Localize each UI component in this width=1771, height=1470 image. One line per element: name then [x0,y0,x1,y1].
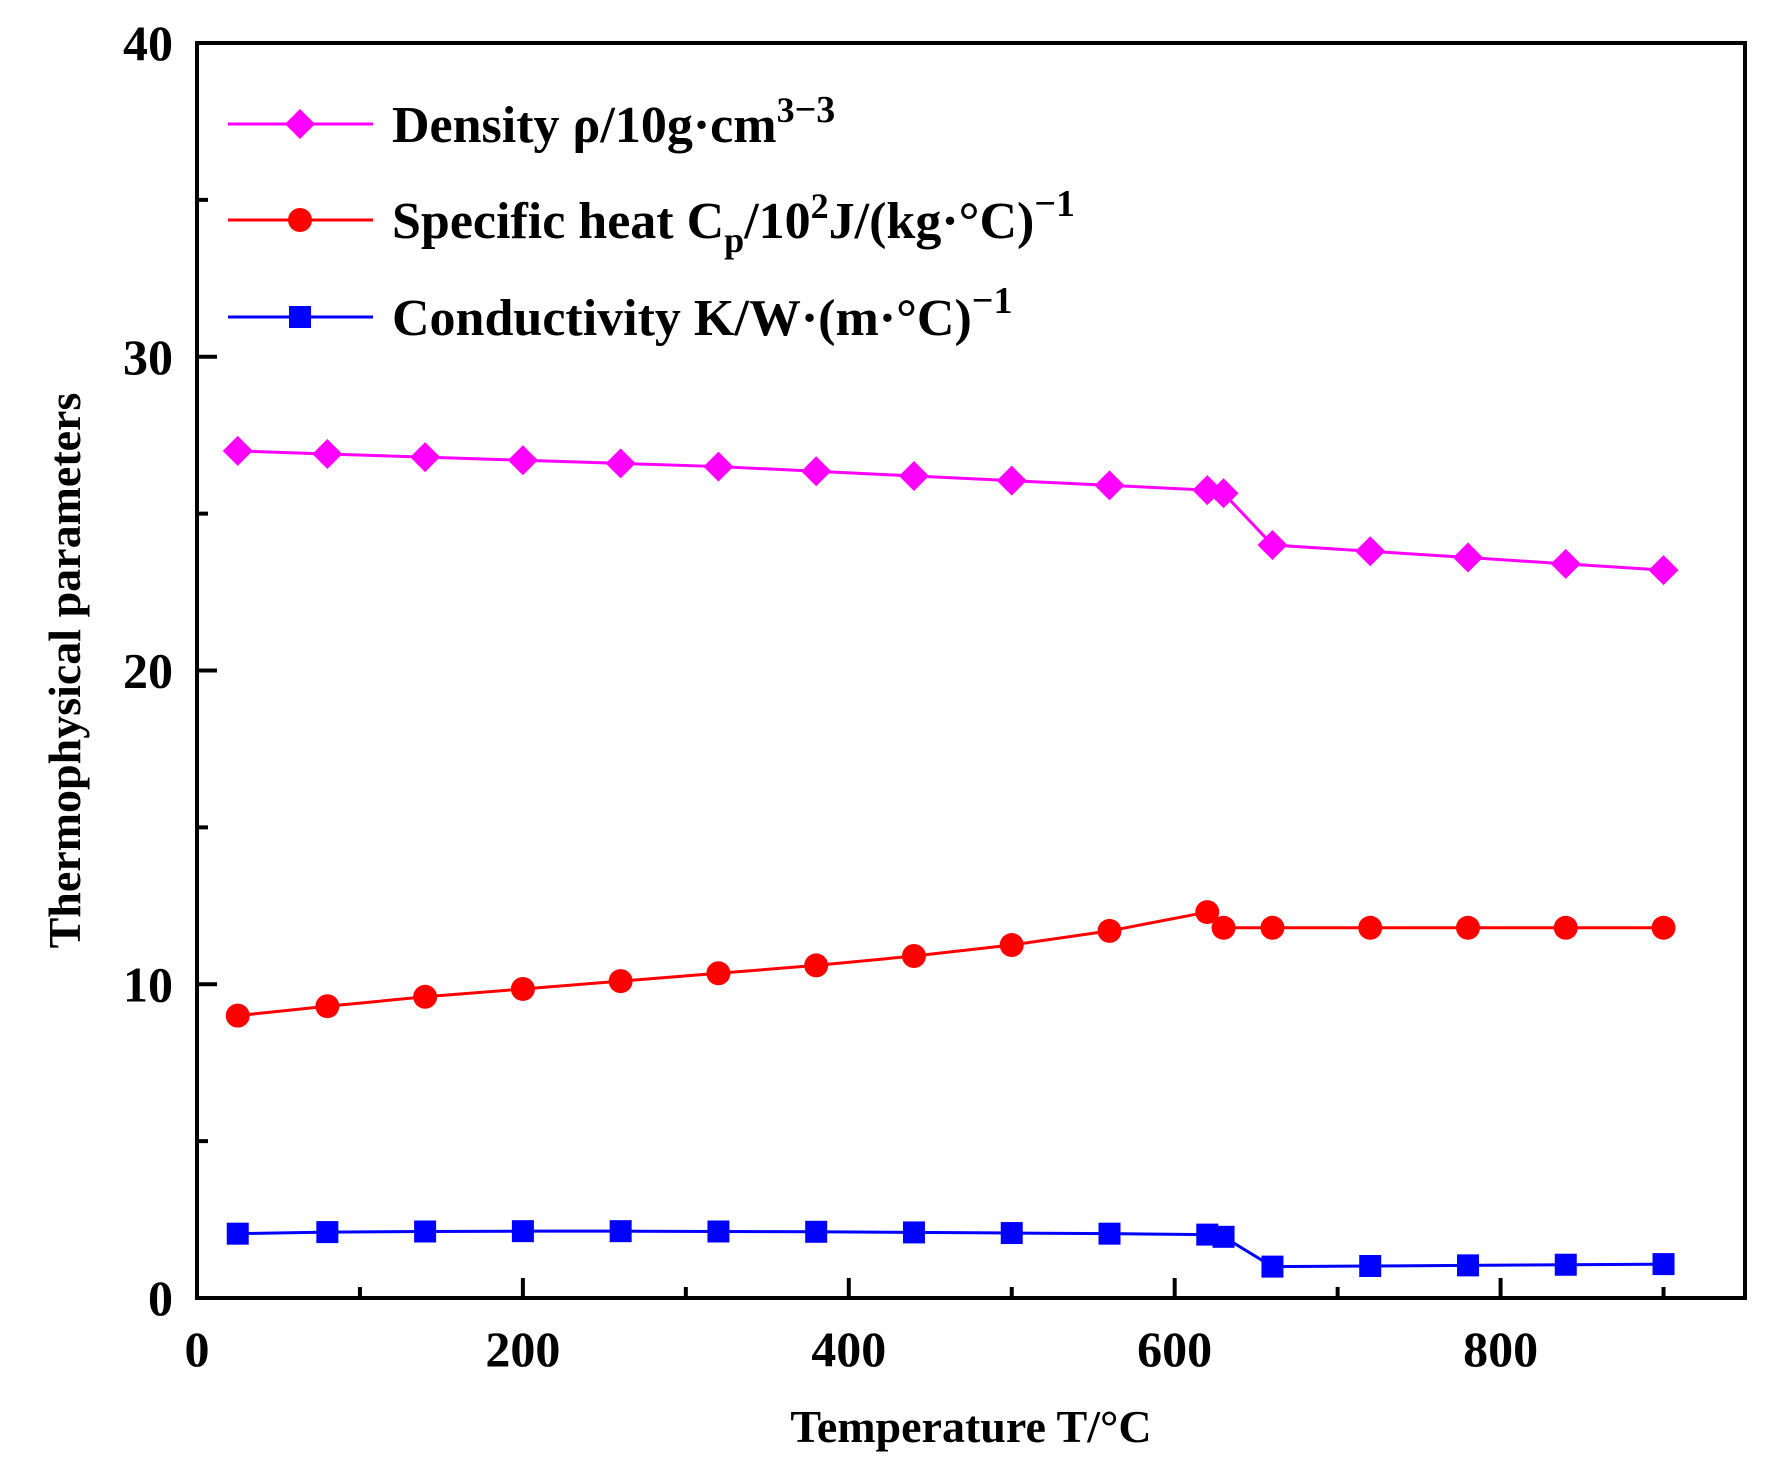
legend-text-main: Density ρ/10 [392,97,667,154]
legend-text-exponent: −1 [972,280,1013,322]
legend-text-mid: /10 [743,193,810,250]
data-point-conductivity [1261,1255,1284,1278]
data-point-specific-heat [706,961,731,986]
legend-text-sup: 2 [811,186,829,226]
data-point-specific-heat [1195,900,1220,925]
legend-label-conductivity: Conductivity K/W·(m·°C)−1 [392,280,1012,347]
data-point-conductivity [902,1221,925,1244]
data-point-conductivity [1456,1254,1479,1277]
legend-label-specific-heat: Specific heat Cp/102J/(kg·°C)−1 [392,183,1075,260]
legend-text-sup: 3 [777,90,795,130]
data-point-conductivity [1212,1225,1235,1248]
series-specific-heat [225,900,1676,1028]
legend-item-conductivity: Conductivity K/W·(m·°C)−1 [228,280,1012,347]
y-tick-label: 40 [123,15,173,71]
y-tick-label: 10 [123,956,173,1012]
data-point-conductivity [707,1220,730,1243]
data-point-conductivity [1098,1222,1121,1245]
data-point-density [222,435,253,466]
data-point-specific-heat [1455,915,1480,940]
legend-text-mid: g·cm [667,97,777,154]
data-point-specific-heat [999,933,1024,958]
series-conductivity [226,1220,1675,1278]
data-point-conductivity [1000,1222,1023,1245]
x-tick-label: 0 [185,1321,210,1377]
data-point-conductivity [1554,1253,1577,1276]
data-point-density [996,465,1027,496]
data-point-conductivity [511,1220,534,1243]
legend-text-exponent: −3 [795,89,836,131]
data-point-conductivity [1652,1253,1675,1276]
data-point-conductivity [226,1222,249,1245]
data-point-specific-heat [1260,915,1285,940]
x-tick-label: 400 [811,1321,886,1377]
data-point-density [1094,470,1125,501]
data-point-density [1452,542,1483,573]
y-tick-label: 20 [123,643,173,699]
legend-text-main: Conductivity K/W·(m·°C) [392,290,972,347]
data-point-density [312,439,343,470]
y-tick-label: 0 [148,1270,173,1326]
x-tick-label: 600 [1137,1321,1212,1377]
data-point-specific-heat [901,944,926,969]
data-point-specific-heat [510,976,535,1001]
legend-text-tail: J/(kg·°C) [829,193,1035,250]
data-point-density [1208,478,1239,509]
data-point-density [801,456,832,487]
legend-text-exponent: −1 [1034,183,1075,225]
data-point-density [605,448,636,479]
data-point-density [703,451,734,482]
data-point-density [1257,530,1288,560]
data-point-density [1355,536,1386,567]
series-density [222,435,1679,586]
data-point-conductivity [316,1221,339,1244]
legend-marker-conductivity [289,306,311,328]
legend-item-density: Density ρ/10g·cm3−3 [228,89,835,154]
data-point-specific-heat [315,994,340,1019]
data-point-specific-heat [608,969,633,994]
data-point-conductivity [609,1220,632,1243]
series-layer [222,435,1679,1278]
data-point-specific-heat [1097,918,1122,943]
data-point-specific-heat [1211,915,1236,940]
data-point-conductivity [1359,1254,1382,1277]
legend-item-specific-heat: Specific heat Cp/102J/(kg·°C)−1 [228,183,1075,260]
legend-text-sub: p [724,220,744,260]
data-point-density [410,442,441,473]
x-tick-label: 200 [485,1321,560,1377]
y-tick-label: 30 [123,329,173,385]
data-point-specific-heat [1553,915,1578,940]
data-point-conductivity [414,1220,437,1243]
x-tick-label: 800 [1463,1321,1538,1377]
legend: Density ρ/10g·cm3−3 Specific heat Cp/102J… [228,89,1075,347]
data-point-specific-heat [1358,915,1383,940]
data-point-specific-heat [413,984,438,1009]
legend-marker-specific-heat [288,208,312,232]
data-point-specific-heat [1651,915,1676,940]
data-point-density [1550,548,1581,579]
data-point-specific-heat [804,953,829,978]
data-point-density [1648,555,1679,586]
axes-layer: 0 200 400 600 800 0 10 20 30 40 [123,15,1747,1377]
y-axis-label: Thermophysical parameters [39,393,90,949]
data-point-density [507,445,538,476]
legend-marker-density [285,109,315,139]
data-point-density [898,460,929,491]
legend-text-main: Specific heat C [392,193,724,250]
data-point-specific-heat [225,1003,250,1028]
x-axis-label: Temperature T/°C [790,1401,1151,1452]
data-point-conductivity [805,1220,828,1243]
legend-label-density: Density ρ/10g·cm3−3 [392,89,835,154]
